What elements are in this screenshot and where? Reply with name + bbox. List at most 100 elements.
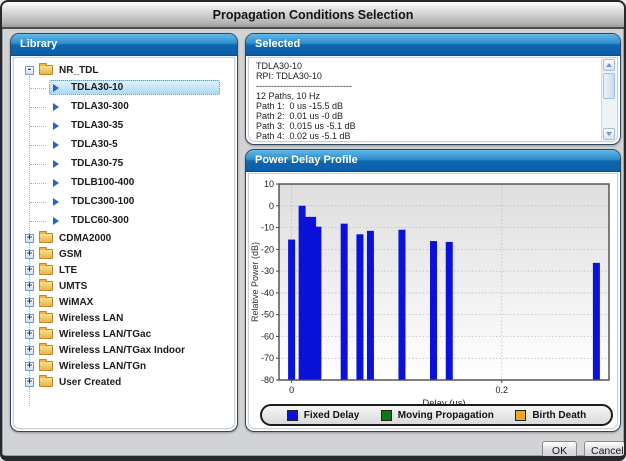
leaf-triangle-icon <box>53 84 65 92</box>
tree-folder-wireless-lan-tgac[interactable]: + Wireless LAN/TGac <box>16 326 232 342</box>
pdp-bar <box>367 231 374 380</box>
expand-icon[interactable]: + <box>25 298 34 307</box>
pdp-bar <box>341 224 348 380</box>
cancel-button[interactable]: Cancel <box>584 441 625 459</box>
selected-info-line: 12 Paths, 10 Hz <box>256 91 597 101</box>
selected-info-line: Path 1: 0 us -15.5 dB <box>256 101 597 111</box>
pdp-bar <box>314 227 321 380</box>
tree-folder-wireless-lan[interactable]: +Wireless LAN <box>16 310 232 326</box>
leaf-triangle-icon <box>53 179 65 187</box>
library-panel-body: - NR_TDL TDLA30-10 TDLA30-300 TDLA30-35 TDLA3… <box>12 56 236 430</box>
tree-item[interactable]: TDLA30-5 <box>49 137 220 152</box>
expand-icon[interactable]: + <box>25 362 34 371</box>
expand-icon[interactable]: + <box>25 330 34 339</box>
tree-item-label: TDLA30-35 <box>71 120 123 131</box>
tree-item-tdla30-35[interactable]: TDLA30-35 <box>16 116 232 135</box>
expand-icon[interactable]: + <box>25 282 34 291</box>
library-tree[interactable]: - NR_TDL TDLA30-10 TDLA30-300 TDLA30-35 TDLA3… <box>16 62 232 426</box>
leaf-triangle-icon <box>53 122 65 130</box>
tree-item-label: TDLC60-300 <box>71 215 129 226</box>
folder-icon <box>39 281 53 291</box>
folder-icon <box>39 65 53 75</box>
tree-item-tdlc300-100[interactable]: TDLC300-100 <box>16 192 232 211</box>
selected-info-line: RPI: TDLA30-10 <box>256 71 597 81</box>
scroll-down-button[interactable] <box>603 128 615 140</box>
folder-icon <box>39 233 53 243</box>
tree-folder-wireless-lan-tgn[interactable]: + Wireless LAN/TGn <box>16 358 232 374</box>
tree-item[interactable]: TDLA30-35 <box>49 118 220 133</box>
tree-item[interactable]: TDLA30-300 <box>49 99 220 114</box>
tree-item-tdla30-75[interactable]: TDLA30-75 <box>16 154 232 173</box>
legend-item-label: Birth Death <box>532 410 586 421</box>
tree-item[interactable]: TDLB100-400 <box>49 175 220 190</box>
power-delay-profile-chart: 100-10-20-30-40-50-60-70-8000.2Delay (us… <box>249 174 617 406</box>
tree-item-label: TDLA30-5 <box>71 139 118 150</box>
expand-icon[interactable]: + <box>25 378 34 387</box>
pdp-bar <box>288 240 295 380</box>
y-tick-label: -10 <box>261 223 274 233</box>
expand-icon[interactable]: + <box>25 314 34 323</box>
tree-folder-user-created[interactable]: +User Created <box>16 374 232 390</box>
chevron-down-icon <box>606 132 612 136</box>
dialog-titlebar: Propagation Conditions Selection <box>2 2 624 29</box>
x-tick-label: 0.2 <box>496 385 509 395</box>
collapse-icon[interactable]: - <box>25 66 34 75</box>
tree-item-selected[interactable]: TDLA30-10 <box>49 80 220 95</box>
legend-swatch-icon <box>287 410 298 421</box>
tree-item-label: TDLC300-100 <box>71 196 134 207</box>
selected-info-line: Path 3: 0.015 us -5.1 dB <box>256 121 597 131</box>
y-tick-label: -60 <box>261 331 274 341</box>
y-tick-label: -20 <box>261 244 274 254</box>
tree-folder-label: NR_TDL <box>59 65 98 76</box>
chevron-up-icon <box>606 63 612 67</box>
folder-icon <box>39 313 53 323</box>
legend-item-label: Fixed Delay <box>304 410 360 421</box>
tree-item-label: TDLA30-300 <box>71 101 129 112</box>
tree-folder-umts[interactable]: +UMTS <box>16 278 232 294</box>
tree-item-tdlb100-400[interactable]: TDLB100-400 <box>16 173 232 192</box>
tree-item-tdla30-10[interactable]: TDLA30-10 <box>16 78 232 97</box>
tree-folder-wireless-lan-tgax-indoor[interactable]: + Wireless LAN/TGax Indoor <box>16 342 232 358</box>
pdp-panel-body: 100-10-20-30-40-50-60-70-8000.2Delay (us… <box>247 172 619 430</box>
tree-folder-gsm[interactable]: +GSM <box>16 246 232 262</box>
tree-folder-cdma2000[interactable]: +CDMA2000 <box>16 230 232 246</box>
tree-item-tdlc60-300[interactable]: TDLC60-300 <box>16 211 232 230</box>
selected-info-line: -------------------------------- <box>256 81 597 91</box>
tree-folder-lte[interactable]: + LTE <box>16 262 232 278</box>
scroll-up-button[interactable] <box>603 59 615 71</box>
legend-item-birth-death: Birth Death <box>515 410 586 421</box>
tree-item[interactable]: TDLC60-300 <box>49 213 220 228</box>
selected-info-line: Path 2: 0.01 us -0 dB <box>256 111 597 121</box>
x-tick-label: 0 <box>289 385 294 395</box>
tree-folder-label: LTE <box>59 265 77 276</box>
y-tick-label: -70 <box>261 353 274 363</box>
ok-button[interactable]: OK <box>542 441 577 459</box>
expand-icon[interactable]: + <box>25 250 34 259</box>
leaf-triangle-icon <box>53 103 65 111</box>
y-tick-label: -50 <box>261 310 274 320</box>
tree-folder-label: Wireless LAN/TGac <box>59 329 151 340</box>
folder-icon <box>39 265 53 275</box>
expand-icon[interactable]: + <box>25 346 34 355</box>
tree-folder-label: Wireless LAN/TGax Indoor <box>59 345 185 356</box>
tree-item[interactable]: TDLA30-75 <box>49 156 220 171</box>
tree-item-tdla30-300[interactable]: TDLA30-300 <box>16 97 232 116</box>
expand-icon[interactable]: + <box>25 234 34 243</box>
tree-folder-label: Wireless LAN/TGn <box>59 361 146 372</box>
tree-item[interactable]: TDLC300-100 <box>49 194 220 209</box>
plot-area <box>279 184 609 380</box>
tree-folder-nr-tdl[interactable]: - NR_TDL <box>16 62 232 78</box>
y-tick-label: -40 <box>261 288 274 298</box>
folder-icon <box>39 329 53 339</box>
tree-folder-wimax[interactable]: +WiMAX <box>16 294 232 310</box>
legend-swatch-icon <box>381 410 392 421</box>
y-axis-label: Relative Power (dB) <box>250 242 260 322</box>
leaf-triangle-icon <box>53 160 65 168</box>
selected-scrollbar[interactable] <box>601 58 617 141</box>
tree-item-tdla30-5[interactable]: TDLA30-5 <box>16 135 232 154</box>
pdp-bar <box>398 230 405 380</box>
legend-swatch-icon <box>515 410 526 421</box>
expand-icon[interactable]: + <box>25 266 34 275</box>
scrollbar-thumb[interactable] <box>603 73 615 99</box>
selected-panel-body: TDLA30-10RPI: TDLA30-10-----------------… <box>247 56 619 143</box>
